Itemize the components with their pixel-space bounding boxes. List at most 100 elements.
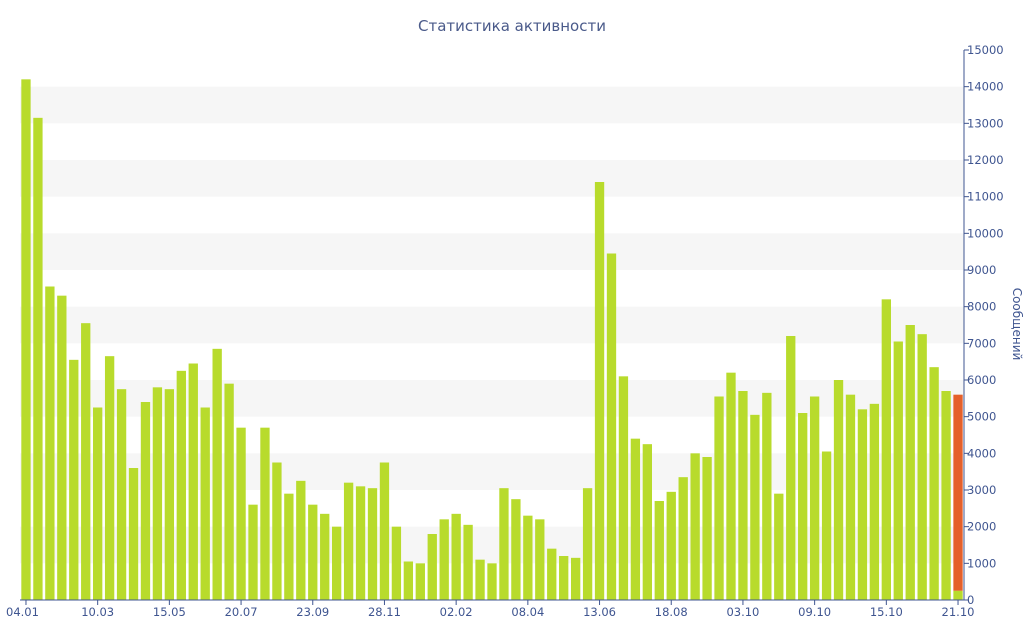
y-tick-label: 3000 <box>967 483 996 497</box>
grid-band <box>20 86 964 124</box>
bar[interactable] <box>606 253 617 601</box>
bar-current-base <box>953 590 963 600</box>
bar[interactable] <box>570 557 581 600</box>
bar[interactable] <box>702 457 712 600</box>
bar[interactable] <box>762 392 772 600</box>
x-tick-label: 28.11 <box>368 605 401 619</box>
chart-title: Статистика активности <box>418 17 606 35</box>
bar[interactable] <box>666 491 676 600</box>
bar[interactable] <box>320 513 330 600</box>
y-tick-label: 14000 <box>967 80 1004 94</box>
bar[interactable] <box>343 482 354 600</box>
x-tick-label: 23.09 <box>296 605 329 619</box>
bar[interactable] <box>260 427 270 600</box>
bar[interactable] <box>726 372 736 600</box>
bar[interactable] <box>427 534 437 600</box>
bar[interactable] <box>833 380 844 600</box>
bar[interactable] <box>116 389 127 600</box>
bar[interactable] <box>367 488 378 600</box>
bar[interactable] <box>308 504 318 600</box>
bar[interactable] <box>284 493 294 600</box>
bar[interactable] <box>21 79 31 601</box>
y-tick-label: 9000 <box>967 263 996 277</box>
bar[interactable] <box>45 286 55 601</box>
bar[interactable] <box>93 407 103 601</box>
bar[interactable] <box>104 356 115 600</box>
bar[interactable] <box>798 413 808 600</box>
bar[interactable] <box>57 295 67 600</box>
bar[interactable] <box>869 403 880 600</box>
bar[interactable] <box>774 493 784 600</box>
bar[interactable] <box>391 526 402 600</box>
bar[interactable] <box>690 453 700 600</box>
bar[interactable] <box>523 515 533 600</box>
bar[interactable] <box>296 480 306 600</box>
bar[interactable] <box>164 389 175 600</box>
bar[interactable] <box>475 559 485 600</box>
bar[interactable] <box>535 519 545 600</box>
bar[interactable] <box>941 391 951 600</box>
y-tick-label: 5000 <box>967 410 996 424</box>
bar-current[interactable] <box>953 394 963 591</box>
x-tick-label: 21.10 <box>942 605 975 619</box>
x-tick-label: 20.07 <box>225 605 258 619</box>
bar[interactable] <box>69 359 79 600</box>
bar[interactable] <box>140 402 151 600</box>
bar[interactable] <box>750 414 760 600</box>
bar[interactable] <box>403 561 414 601</box>
bar[interactable] <box>511 499 521 600</box>
x-tick-label: 02.02 <box>440 605 473 619</box>
bar[interactable] <box>33 117 43 600</box>
bar[interactable] <box>547 548 557 600</box>
bar[interactable] <box>379 462 390 601</box>
bar[interactable] <box>451 513 461 600</box>
bar[interactable] <box>236 427 246 600</box>
bar[interactable] <box>224 383 234 600</box>
bar[interactable] <box>559 556 569 600</box>
bar[interactable] <box>630 438 641 600</box>
bar[interactable] <box>248 504 258 600</box>
bar[interactable] <box>152 387 163 600</box>
y-tick-label: 7000 <box>967 336 996 350</box>
bar[interactable] <box>857 409 868 600</box>
bar[interactable] <box>272 462 282 601</box>
grid-band <box>20 306 964 344</box>
bar[interactable] <box>439 519 449 600</box>
bar[interactable] <box>893 341 903 601</box>
bar[interactable] <box>654 501 664 600</box>
bar[interactable] <box>200 407 210 601</box>
bar[interactable] <box>499 488 509 600</box>
bar[interactable] <box>786 336 796 600</box>
bar[interactable] <box>618 376 629 600</box>
x-tick-label: 08.04 <box>511 605 544 619</box>
bar[interactable] <box>188 363 198 601</box>
bar[interactable] <box>176 370 186 600</box>
bar[interactable] <box>917 334 927 600</box>
bar[interactable] <box>714 396 724 601</box>
y-tick-label: 13000 <box>967 116 1004 130</box>
bar[interactable] <box>905 325 915 600</box>
bar[interactable] <box>821 451 832 601</box>
x-tick-label: 09.10 <box>798 605 831 619</box>
bar[interactable] <box>128 468 139 600</box>
bar[interactable] <box>678 477 688 600</box>
bar[interactable] <box>642 444 653 600</box>
bar[interactable] <box>582 488 593 600</box>
bar[interactable] <box>355 486 366 600</box>
bar[interactable] <box>331 526 342 600</box>
bar[interactable] <box>594 182 605 600</box>
bar[interactable] <box>881 299 891 600</box>
y-tick-label: 6000 <box>967 373 996 387</box>
bar[interactable] <box>845 394 856 600</box>
bar[interactable] <box>463 524 473 600</box>
bar[interactable] <box>809 396 820 601</box>
bar[interactable] <box>487 563 497 600</box>
bar[interactable] <box>929 367 939 600</box>
x-tick-label: 13.06 <box>583 605 616 619</box>
bar[interactable] <box>738 391 748 600</box>
bar[interactable] <box>212 348 222 600</box>
x-tick-label: 18.08 <box>655 605 688 619</box>
bar[interactable] <box>415 563 425 600</box>
bar[interactable] <box>81 323 91 600</box>
